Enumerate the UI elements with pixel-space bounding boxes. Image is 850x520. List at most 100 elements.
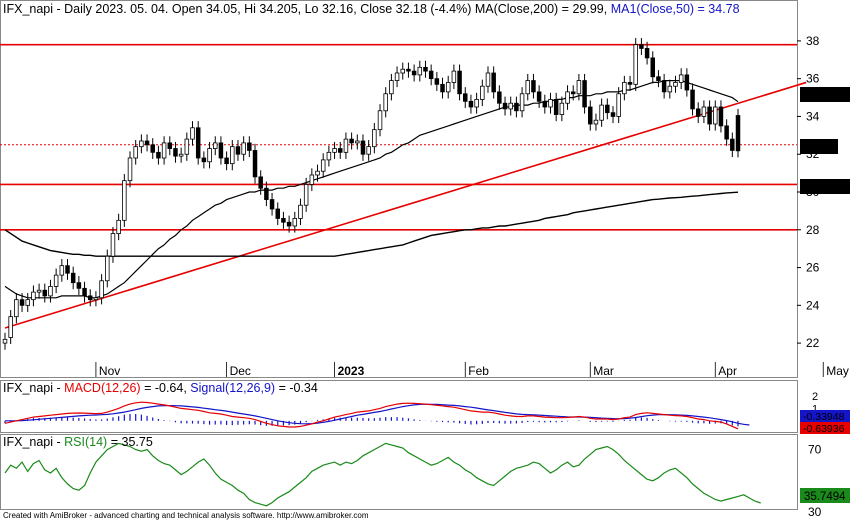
candle — [264, 181, 269, 207]
candle — [230, 140, 235, 171]
candle — [400, 62, 405, 80]
price-header: IFX_napi - Daily 2023. 05. 04. Open 34.0… — [3, 2, 740, 16]
candle — [451, 64, 457, 90]
candle-body-up — [633, 44, 638, 85]
candle-body-down — [286, 221, 292, 227]
candle-body-down — [707, 106, 712, 125]
candle — [661, 73, 667, 99]
x-tick-label: Feb — [468, 364, 489, 378]
candle — [377, 104, 383, 137]
candle-body-up — [14, 299, 19, 318]
candle — [19, 293, 25, 312]
x-tick-label: Mar — [593, 364, 614, 378]
candle — [485, 66, 491, 93]
candle-body-up — [309, 174, 315, 185]
candle-body-down — [156, 151, 161, 159]
candle-body-up — [673, 82, 678, 87]
candle — [582, 73, 587, 114]
candle-body-down — [218, 142, 224, 159]
candle-body-up — [133, 146, 138, 159]
candle-body-down — [281, 218, 286, 223]
candle — [212, 136, 218, 156]
candle-body-down — [570, 91, 576, 95]
candle-body-down — [724, 125, 729, 140]
candle-body-up — [190, 127, 195, 140]
candle — [616, 87, 621, 124]
badge-rsi-text: 35.7494 — [804, 491, 846, 503]
candle — [536, 85, 542, 108]
candle-body-down — [65, 265, 70, 274]
candle-body-up — [508, 102, 513, 110]
candle — [161, 136, 167, 165]
candle — [65, 259, 70, 280]
candle — [332, 141, 337, 159]
candle — [463, 87, 468, 108]
macd-label: MACD(12,26) — [64, 381, 140, 395]
candle-body-down — [514, 102, 519, 112]
candle — [258, 170, 263, 195]
signal-line — [5, 403, 750, 426]
candle — [133, 140, 138, 165]
candle — [417, 60, 423, 82]
candle-body-down — [463, 93, 468, 102]
candle — [474, 92, 479, 114]
candle-body-down — [411, 70, 417, 76]
macd-header-symbol: IFX_napi - — [3, 381, 61, 395]
candle-body-up — [53, 274, 59, 287]
price-tick-label: 34 — [806, 109, 820, 123]
rsi-value: = 35.75 — [111, 435, 153, 449]
candle — [173, 141, 178, 163]
candle-body-down — [502, 102, 508, 110]
candle — [25, 293, 30, 312]
candle — [428, 64, 434, 86]
price-tick-label: 36 — [806, 72, 820, 86]
candle — [542, 94, 548, 114]
candle — [644, 41, 650, 65]
candle — [93, 291, 99, 307]
candle-body-down — [224, 157, 229, 165]
candle — [82, 281, 87, 303]
rsi-plot — [4, 442, 761, 507]
candle — [309, 168, 315, 192]
candle — [252, 143, 258, 184]
candle — [548, 92, 553, 114]
badge-ma50-text: 34.7793 — [804, 90, 846, 102]
candle-body-down — [247, 142, 252, 151]
candle-body-down — [582, 80, 587, 108]
trend-line — [4, 81, 807, 329]
candle — [678, 68, 684, 90]
candle — [150, 138, 155, 159]
ma50-label: MA1(Close,50) = 34.78 — [611, 2, 740, 16]
candle-body-down — [349, 138, 354, 144]
candle-body-up — [667, 85, 673, 93]
candle-body-up — [559, 102, 565, 115]
candle-body-up — [389, 80, 394, 95]
candle-body-up — [565, 91, 570, 104]
price-plot — [0, 38, 807, 350]
candle-body-up — [366, 146, 371, 155]
rsi-line — [4, 442, 761, 507]
candle-body-up — [474, 99, 479, 108]
candle-body-down — [735, 115, 741, 152]
candle — [445, 75, 451, 99]
candle-body-down — [76, 282, 82, 289]
candle-body-down — [627, 82, 633, 85]
candle — [730, 132, 735, 158]
candle — [423, 60, 428, 78]
candle — [684, 68, 690, 97]
candle — [690, 83, 695, 116]
candle-body-down — [656, 76, 661, 81]
candle-body-up — [184, 138, 190, 155]
badge-ma200: 29.9912 — [800, 179, 850, 194]
rsi-header: IFX_napi - RSI(14) = 35.75 — [3, 435, 153, 449]
candle-body-up — [303, 184, 309, 206]
candle-body-up — [548, 99, 553, 108]
candle — [605, 98, 610, 120]
candle — [53, 268, 59, 294]
badge-signal-text: -0.33948 — [803, 411, 845, 423]
candle — [701, 100, 707, 124]
candle — [48, 279, 53, 303]
badge-macd: -0.63936 — [800, 422, 850, 435]
candle — [599, 98, 604, 127]
candle-body-down — [338, 148, 343, 153]
